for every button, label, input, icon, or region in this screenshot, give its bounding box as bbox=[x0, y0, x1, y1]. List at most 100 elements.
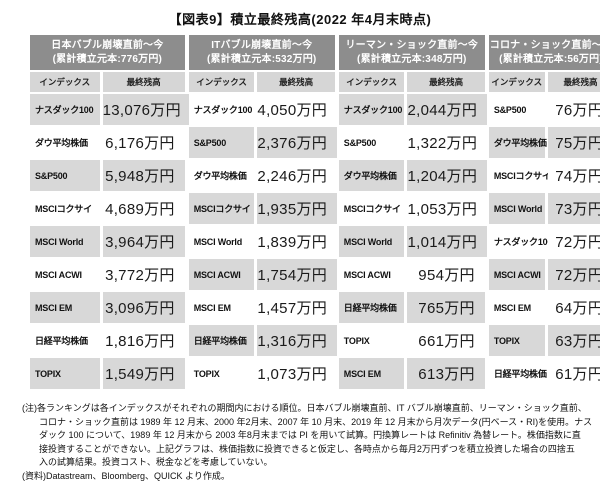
table-row: MSCIコクサイ 1,053万円 bbox=[338, 193, 488, 224]
index-name-cell: ダウ平均株価 bbox=[338, 160, 405, 191]
balance-value-cell: 3,096万円 bbox=[102, 292, 185, 323]
index-name-cell: ナスダック100 bbox=[188, 94, 255, 125]
index-name-cell: MSCI ACWI bbox=[338, 259, 405, 290]
index-name-cell: MSCIコクサイ bbox=[188, 193, 255, 224]
balance-value-cell: 64万円 bbox=[547, 292, 600, 323]
table-row: 日経平均株価 1,316万円 bbox=[188, 325, 338, 356]
balance-value-cell: 2,044万円 bbox=[407, 94, 488, 125]
note-line: 入の試算結果。投資コスト、税金などを考慮していない。 bbox=[39, 457, 273, 467]
balance-value-cell: 13,076万円 bbox=[102, 94, 191, 125]
table-row: ナスダック100 13,076万円 bbox=[30, 94, 191, 125]
table-row: TOPIX 1,073万円 bbox=[188, 358, 338, 389]
table-row: MSCI EM 613万円 bbox=[338, 358, 485, 389]
balance-value-cell: 75万円 bbox=[547, 127, 600, 158]
table-row: ダウ平均株価 6,176万円 bbox=[30, 127, 185, 158]
period-principal: (累計積立元本:532万円) bbox=[206, 53, 317, 65]
index-column-header: インデックス bbox=[30, 72, 100, 92]
index-name-cell: MSCI EM bbox=[188, 292, 255, 323]
balance-value-cell: 1,935万円 bbox=[257, 193, 338, 224]
index-name-cell: S&P500 bbox=[30, 160, 100, 191]
index-name-cell: MSCI World bbox=[188, 226, 255, 257]
index-name-cell: S&P500 bbox=[188, 127, 255, 158]
balance-column-header: 最終残高 bbox=[257, 72, 335, 92]
balance-value-cell: 1,073万円 bbox=[257, 358, 338, 389]
table-row: S&P500 1,322万円 bbox=[338, 127, 488, 158]
column-header-row: インデックス 最終残高 bbox=[338, 72, 485, 92]
column-header-row: インデックス 最終残高 bbox=[488, 72, 600, 92]
table-row: MSCI ACWI 3,772万円 bbox=[30, 259, 185, 290]
balance-value-cell: 1,316万円 bbox=[257, 325, 338, 356]
balance-value-cell: 63万円 bbox=[547, 325, 600, 356]
index-name-cell: TOPIX bbox=[30, 358, 100, 389]
period-group: リーマン・ショック直前〜今 (累計積立元本:348万円) インデックス 最終残高 ナスダ… bbox=[338, 35, 488, 389]
table-row: ダウ平均株価 75万円 bbox=[488, 127, 600, 158]
period-group: 日本バブル崩壊直前〜今 (累計積立元本:776万円) インデックス 最終残高 ナスダック… bbox=[30, 35, 191, 389]
index-name-cell: TOPIX bbox=[188, 358, 255, 389]
table-row: MSCI EM 3,096万円 bbox=[30, 292, 185, 323]
balance-value-cell: 1,754万円 bbox=[257, 259, 338, 290]
period-group: コロナ・ショック直前〜今 (累計積立元本:56万円) インデックス 最終残高 S&P50… bbox=[488, 35, 600, 389]
period-principal: (累計積立元本:776万円) bbox=[52, 53, 163, 65]
note-line: 接投資することができない。上記グラフは、株価指数に投資できると仮定し、各時点から… bbox=[39, 443, 575, 454]
period-header: 日本バブル崩壊直前〜今 (累計積立元本:776万円) bbox=[30, 35, 185, 70]
table-row: TOPIX 63万円 bbox=[488, 325, 600, 356]
index-name-cell: MSCI World bbox=[488, 193, 545, 224]
balance-column-header: 最終残高 bbox=[547, 72, 600, 92]
index-name-cell: MSCI EM bbox=[30, 292, 100, 323]
period-principal: (累計積立元本:348万円) bbox=[357, 53, 467, 65]
balance-column-header: 最終残高 bbox=[102, 72, 185, 92]
index-name-cell: MSCIコクサイ bbox=[338, 193, 405, 224]
balance-value-cell: 765万円 bbox=[407, 292, 485, 323]
balance-value-cell: 1,014万円 bbox=[407, 226, 488, 257]
balance-value-cell: 4,050万円 bbox=[257, 94, 338, 125]
note-line: (注)各ランキングは各インデックスがそれぞれの期間内における順位。日本バブル崩壊… bbox=[22, 403, 587, 413]
column-header-row: インデックス 最終残高 bbox=[188, 72, 335, 92]
index-name-cell: MSCIコクサイ bbox=[488, 160, 551, 191]
ranking-table: 日本バブル崩壊直前〜今 (累計積立元本:776万円) インデックス 最終残高 ナスダック… bbox=[30, 35, 600, 389]
table-row: MSCI EM 1,457万円 bbox=[188, 292, 338, 323]
balance-value-cell: 1,816万円 bbox=[102, 325, 185, 356]
balance-value-cell: 3,964万円 bbox=[102, 226, 185, 257]
table-row: S&P500 2,376万円 bbox=[188, 127, 338, 158]
table-row: TOPIX 661万円 bbox=[338, 325, 485, 356]
period-header: リーマン・ショック直前〜今 (累計積立元本:348万円) bbox=[338, 35, 485, 70]
table-row: MSCIコクサイ 1,935万円 bbox=[188, 193, 338, 224]
balance-value-cell: 1,053万円 bbox=[407, 193, 488, 224]
index-name-cell: 日経平均株価 bbox=[338, 292, 405, 323]
balance-value-cell: 1,549万円 bbox=[102, 358, 185, 389]
period-header: コロナ・ショック直前〜今 (累計積立元本:56万円) bbox=[488, 35, 600, 70]
balance-value-cell: 74万円 bbox=[547, 160, 600, 191]
index-name-cell: MSCI EM bbox=[488, 292, 545, 323]
table-row: ダウ平均株価 2,246万円 bbox=[188, 160, 338, 191]
index-name-cell: 日経平均株価 bbox=[488, 358, 547, 389]
table-row: MSCI World 1,014万円 bbox=[338, 226, 488, 257]
index-name-cell: MSCI ACWI bbox=[488, 259, 545, 290]
balance-value-cell: 1,322万円 bbox=[407, 127, 488, 158]
balance-value-cell: 6,176万円 bbox=[102, 127, 185, 158]
balance-value-cell: 954万円 bbox=[407, 259, 485, 290]
index-name-cell: ナスダック100 bbox=[338, 94, 405, 125]
index-name-cell: 日経平均株価 bbox=[188, 325, 255, 356]
table-row: 日経平均株価 61万円 bbox=[488, 358, 600, 389]
index-column-header: インデックス bbox=[338, 72, 405, 92]
table-row: MSCI ACWI 954万円 bbox=[338, 259, 485, 290]
period-header: ITバブル崩壊直前〜今 (累計積立元本:532万円) bbox=[188, 35, 335, 70]
column-header-row: インデックス 最終残高 bbox=[30, 72, 185, 92]
balance-value-cell: 76万円 bbox=[547, 94, 600, 125]
table-row: S&P500 5,948万円 bbox=[30, 160, 185, 191]
index-name-cell: 日経平均株価 bbox=[30, 325, 100, 356]
table-row: 日経平均株価 765万円 bbox=[338, 292, 485, 323]
balance-value-cell: 61万円 bbox=[547, 358, 600, 389]
table-row: 日経平均株価 1,816万円 bbox=[30, 325, 185, 356]
figure-title: 【図表9】積立最終残高(2022 年4月末時点) bbox=[168, 12, 432, 27]
index-name-cell: MSCIコクサイ bbox=[30, 193, 100, 224]
index-name-cell: S&P500 bbox=[488, 94, 545, 125]
source-line: (資料)Datastream、Bloomberg、QUICK より作成。 bbox=[22, 470, 230, 481]
balance-value-cell: 5,948万円 bbox=[102, 160, 185, 191]
period-title: ITバブル崩壊直前〜今 bbox=[211, 40, 313, 51]
period-title: コロナ・ショック直前〜今 bbox=[489, 40, 600, 51]
period-group: ITバブル崩壊直前〜今 (累計積立元本:532万円) インデックス 最終残高 ナスダック… bbox=[188, 35, 338, 389]
index-name-cell: MSCI ACWI bbox=[188, 259, 255, 290]
balance-value-cell: 2,246万円 bbox=[257, 160, 338, 191]
